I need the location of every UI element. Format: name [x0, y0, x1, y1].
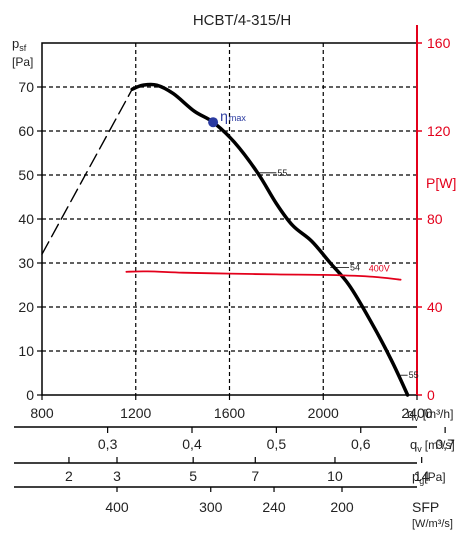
- power-curve-400v: [125, 270, 402, 281]
- efficiency-max-marker: [208, 117, 219, 128]
- efficiency-label: 55: [409, 370, 419, 380]
- efficiency-label: 55: [277, 168, 287, 178]
- dynamic-pressure-tick-label: 10: [327, 468, 343, 484]
- y-axis-label-sub: sf: [19, 43, 27, 53]
- y-left-tick-label: 60: [18, 123, 34, 139]
- dynamic-pressure-tick-label: 2: [65, 468, 73, 484]
- x-tick-label: 2400: [401, 405, 432, 421]
- flow-m3s-axis-label: qv [m³/s]: [410, 437, 455, 454]
- curves: [41, 82, 410, 397]
- y-left-tick-label: 10: [18, 343, 34, 359]
- x-tick-labels: 800 1200 1600 2000 2400: [30, 395, 433, 421]
- dynamic-pressure-tick-label: 14: [414, 468, 430, 484]
- flow-m3s-tick-label: 0,5: [267, 436, 287, 452]
- chart-title: HCBT/4-315/H: [193, 12, 291, 29]
- sfp-tick-label: 400: [105, 499, 129, 515]
- y-right-tick-label: 0: [427, 387, 435, 403]
- y-left-tick-label: 50: [18, 167, 34, 183]
- x-tick-label: 2000: [308, 405, 339, 421]
- y-axis-label-main: psf: [12, 36, 27, 53]
- flow-m3s-tick-label: 0,7: [435, 436, 455, 452]
- dynamic-pressure-tick-label: 3: [113, 468, 121, 484]
- pressure-curve-dashed: [41, 88, 133, 255]
- sfp-axis-unit: [W/m³/s]: [412, 518, 453, 530]
- pressure-curve: [130, 82, 410, 397]
- efficiency-label: 54: [350, 262, 360, 272]
- sfp-tick-label: 240: [262, 499, 286, 515]
- x-tick-label: 800: [30, 405, 54, 421]
- x-axis-label: qv [m³/h]: [407, 406, 453, 423]
- y-left-tick-label: 0: [26, 387, 34, 403]
- y-right-tick-label: 120: [427, 123, 451, 139]
- dynamic-pressure-tick-label: 5: [189, 468, 197, 484]
- y-axis-unit: [Pa]: [12, 55, 33, 69]
- dynamic-pressure-tick-label: 7: [251, 468, 259, 484]
- sfp-tick-label: 200: [330, 499, 354, 515]
- dynamic-pressure-axis-label: pg[Pa]: [412, 469, 446, 486]
- y-right-tick-labels: 0 40 80 120 160: [416, 25, 451, 403]
- plot-grid: [42, 43, 417, 395]
- y-left-tick-label: 20: [18, 299, 34, 315]
- flow-m3s-tick-label: 0,3: [98, 436, 118, 452]
- y-left-tick-label: 30: [18, 255, 34, 271]
- y-right-tick-label: 80: [427, 211, 443, 227]
- voltage-label: 400V: [369, 263, 390, 273]
- y-left-tick-label: 70: [18, 79, 34, 95]
- y-right-tick-label: 160: [427, 35, 451, 51]
- x-tick-label: 1200: [120, 405, 151, 421]
- sfp-axis-label: SFP: [412, 499, 439, 515]
- y-left-tick-label: 40: [18, 211, 34, 227]
- power-axis-label: P[W]: [426, 175, 456, 191]
- y-right-tick-label: 40: [427, 299, 443, 315]
- x-tick-label: 1600: [214, 405, 245, 421]
- flow-m3s-tick-label: 0,6: [351, 436, 371, 452]
- y-left-tick-labels: 0 10 20 30 40 50 60 70: [18, 79, 42, 403]
- sfp-tick-label: 300: [199, 499, 223, 515]
- flow-m3s-tick-label: 0,4: [182, 436, 202, 452]
